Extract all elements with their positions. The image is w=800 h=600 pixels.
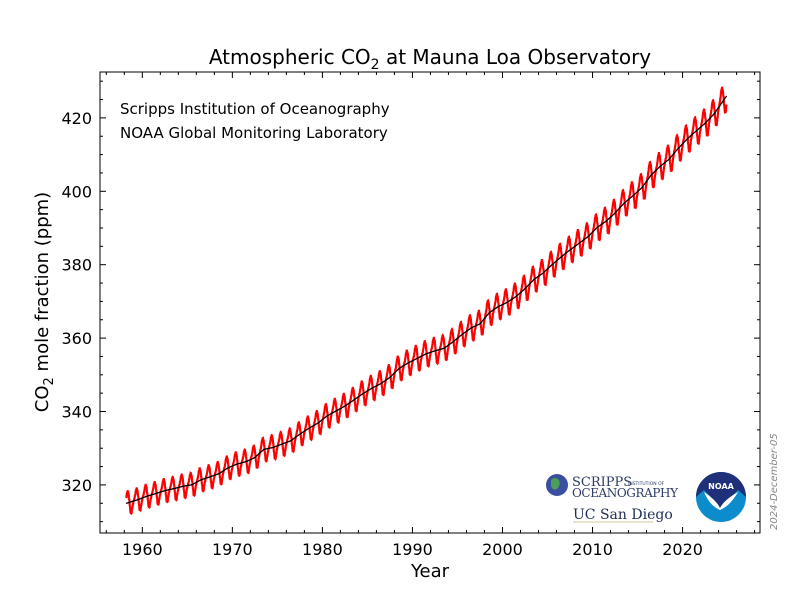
scripps-logo: SCRIPPS INSTITUTION OF OCEANOGRAPHY UC S…	[546, 474, 679, 523]
noaa-logo-text: NOAA	[708, 482, 734, 491]
y-tick-label: 360	[61, 329, 92, 348]
x-tick-label: 1980	[302, 540, 343, 559]
noaa-logo: NOAA	[696, 472, 746, 522]
x-tick-label: 2020	[662, 540, 703, 559]
monthly-co2-line	[125, 86, 728, 515]
x-tick-label: 1960	[122, 540, 163, 559]
svg-text:OCEANOGRAPHY: OCEANOGRAPHY	[572, 486, 679, 500]
axis-ticks: 1960 1970 1980 1990 2000 2010 2020 320 340 360 380…	[61, 72, 760, 559]
annotation-scripps: Scripps Institution of Oceanography	[120, 100, 390, 118]
y-tick-label: 340	[61, 403, 92, 422]
y-tick-label: 320	[61, 476, 92, 495]
scripps-logo-text: SCRIPPS	[572, 475, 632, 490]
chart-title: Atmospheric CO2 at Mauna Loa Observatory	[209, 45, 651, 73]
plot-area	[125, 86, 728, 515]
trend-co2-line	[125, 95, 728, 504]
date-stamp: 2024-December-05	[769, 433, 780, 530]
y-tick-label: 380	[61, 256, 92, 275]
y-axis-label: CO2 mole fraction (ppm)	[32, 192, 57, 412]
x-tick-label: 1990	[392, 540, 433, 559]
x-axis-label: Year	[410, 561, 450, 582]
y-tick-label: 420	[61, 109, 92, 128]
svg-text:INSTITUTION OF: INSTITUTION OF	[628, 481, 665, 487]
annotation-noaa: NOAA Global Monitoring Laboratory	[120, 124, 388, 142]
x-tick-label: 2010	[572, 540, 613, 559]
x-tick-label: 1970	[212, 540, 253, 559]
x-tick-label: 2000	[482, 540, 523, 559]
ucsd-logo-text: UC San Diego	[573, 507, 673, 523]
y-tick-label: 400	[61, 182, 92, 201]
